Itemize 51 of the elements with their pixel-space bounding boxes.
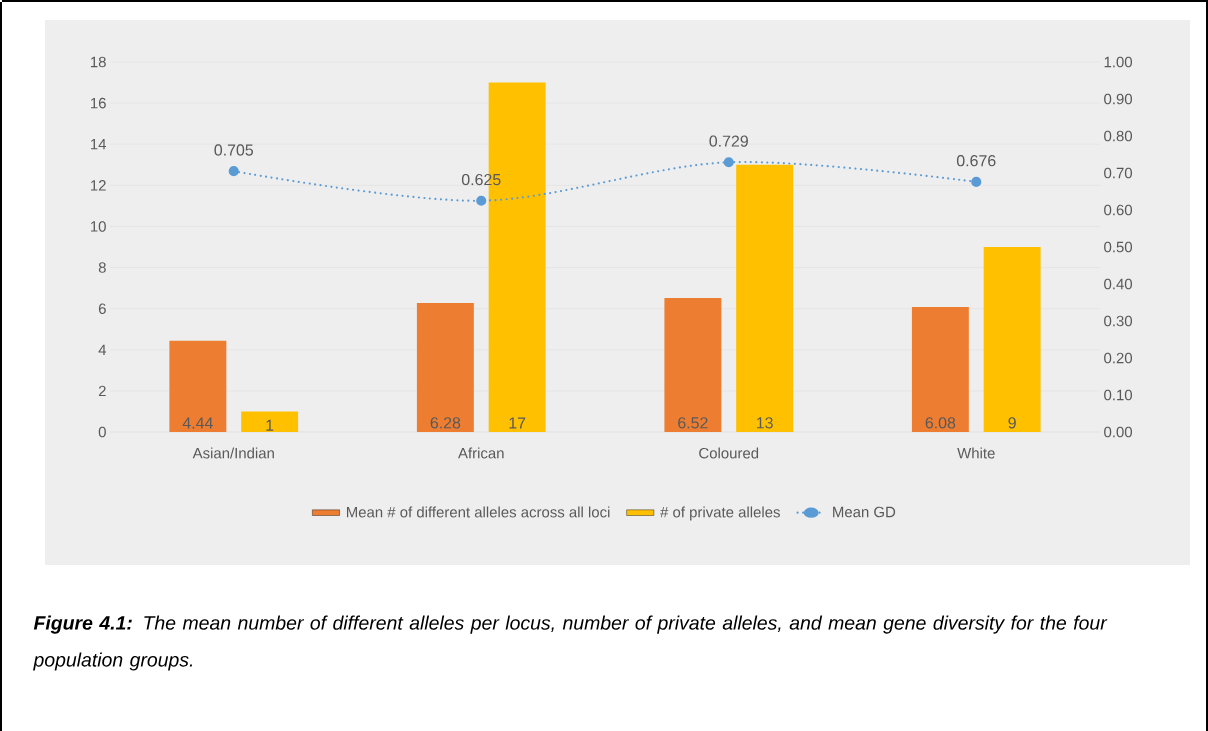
data-label: 4.44 [182,417,213,429]
data-label: 6.08 [925,417,956,429]
bar [664,297,722,433]
y-tick-label: 6 [98,303,106,314]
y-tick-label: 4 [98,344,107,355]
y-tick-label: 2 [98,385,106,397]
y2-tick-label: 0.90 [1104,93,1133,105]
data-label: 0.676 [956,155,996,167]
y-tick-label: 12 [91,180,106,191]
text: Figure 4.1: The mean number of different alleles per locus, number of private alleles, and mean gene diversity for the four population groups. [33,615,1108,671]
bar [736,164,794,433]
y2-tick-label: 0.60 [1104,204,1133,216]
y2-tick-label: 0.50 [1104,241,1133,253]
y2-tick-label: 0.10 [1104,389,1133,401]
y2-tick-label: 1.00 [1104,56,1133,68]
data-label: 6.28 [430,417,461,429]
x-tick-label: African [458,447,504,459]
y-tick-label: 8 [98,262,106,273]
data-label: 13 [757,417,773,429]
data-label: 0.729 [709,135,748,147]
bar [169,340,227,433]
point [723,157,734,168]
x-tick-label: White [957,447,995,459]
y-tick-label: 14 [91,139,107,150]
bar [911,307,969,433]
y2-tick-label: 0.80 [1104,130,1133,142]
y2-tick-label: 0.30 [1104,315,1133,327]
x-tick-label: Coloured [699,447,759,459]
data-label: 9 [1008,417,1016,429]
point [476,195,487,206]
point [971,176,982,187]
y-tick-label: 16 [91,97,106,109]
y-tick-label: 18 [91,56,106,68]
data-label: 6.52 [678,417,708,429]
y2-tick-label: 0.00 [1104,426,1133,438]
legend-label: # of private alleles [660,506,780,521]
y2-tick-label: 0.40 [1104,278,1133,290]
data-label: 17 [509,417,526,429]
bar [241,411,299,433]
bar [416,302,474,433]
legend-label: Mean # of different alleles across all loci [346,506,610,518]
data-label: 1 [266,419,274,431]
y-tick-label: 0 [98,426,106,438]
legend-label: Mean GD [833,506,896,518]
x-tick-label: Asian/Indian [192,447,274,459]
data-label: 0.705 [214,144,254,156]
y2-tick-label: 0.20 [1104,352,1133,364]
point [228,166,239,177]
bar [983,247,1041,433]
y-tick-label: 10 [91,221,106,232]
y2-tick-label: 0.70 [1104,167,1133,179]
